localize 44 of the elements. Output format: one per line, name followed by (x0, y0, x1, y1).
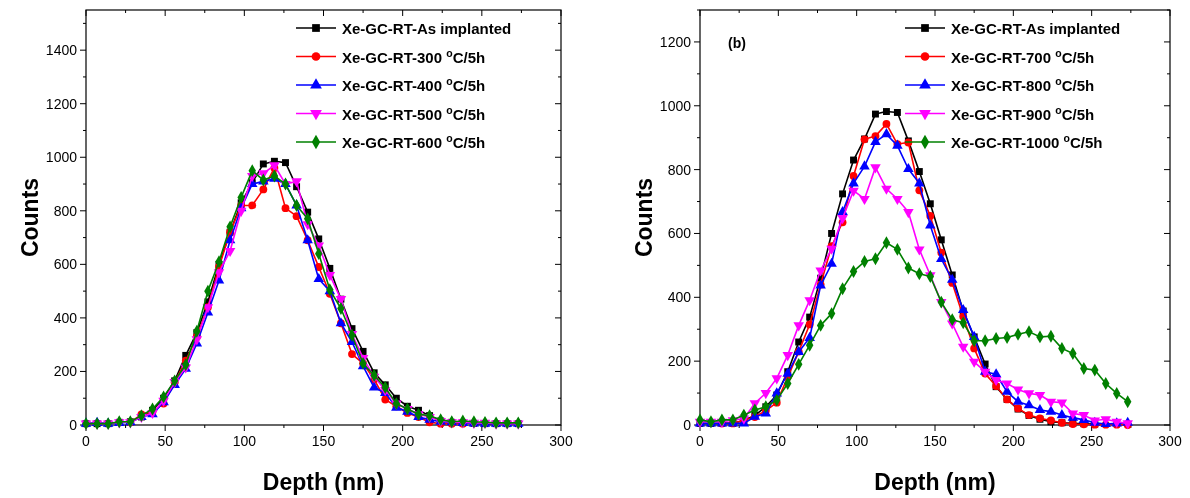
x-tick-label: 50 (770, 433, 787, 449)
legend-label: Xe-GC-RT-300 $^{o}$C/5h (342, 46, 486, 66)
annotation: (b) (728, 35, 746, 51)
y-tick-label: 600 (53, 256, 78, 273)
x-tick-label: 300 (1158, 433, 1182, 449)
legend-label: Xe-GC-RT-500 $^{o}$C/5h (342, 103, 486, 123)
y-tick-label: 1000 (659, 97, 692, 114)
legend-label: Xe-GC-RT-800 $^{o}$C/5h (951, 75, 1095, 94)
y-axis-title: Counts (17, 177, 43, 258)
y-tick-label: 400 (53, 309, 78, 326)
y-tick-label: 1400 (45, 42, 78, 59)
y-tick-label: 1000 (45, 149, 78, 166)
y-tick-label: 200 (53, 363, 78, 380)
y-tick-label: 200 (667, 353, 692, 370)
x-tick-label: 300 (549, 433, 573, 449)
legend-label: Xe-GC-RT-700 $^{o}$C/5h (951, 46, 1095, 66)
legend-label: Xe-GC-RT-600 $^{o}$C/5h (342, 132, 486, 151)
x-tick-label: 100 (232, 433, 257, 449)
y-axis-title: Counts (631, 177, 657, 258)
y-tick-label: 1200 (659, 33, 692, 50)
y-tick-label: 0 (683, 417, 692, 433)
legend-label: Xe-GC-RT-As implanted (951, 20, 1121, 37)
x-axis-title: Depth (nm) (262, 469, 385, 495)
y-tick-label: 800 (667, 161, 692, 178)
x-tick-label: 100 (844, 433, 869, 449)
legend-label: Xe-GC-RT-1000 $^{o}$C/5h (951, 132, 1103, 151)
x-tick-label: 150 (923, 433, 947, 449)
x-axis-title: Depth (nm) (874, 469, 996, 495)
legend-label: Xe-GC-RT-900 $^{o}$C/5h (951, 103, 1095, 123)
y-tick-label: 600 (667, 225, 692, 242)
legend-label: Xe-GC-RT-As implanted (342, 20, 512, 37)
x-tick-label: 0 (82, 433, 91, 449)
y-tick-label: 400 (667, 289, 692, 306)
legend-label: Xe-GC-RT-400 $^{o}$C/5h (342, 75, 486, 94)
x-tick-label: 250 (470, 433, 494, 449)
x-tick-label: 50 (157, 433, 174, 449)
x-tick-label: 150 (311, 433, 336, 449)
y-tick-label: 0 (69, 417, 78, 433)
x-tick-label: 200 (1001, 433, 1026, 449)
x-tick-label: 200 (390, 433, 415, 449)
y-tick-label: 1200 (45, 95, 78, 112)
x-tick-label: 0 (696, 433, 705, 449)
x-tick-label: 250 (1079, 433, 1104, 449)
y-tick-label: 800 (53, 202, 78, 219)
